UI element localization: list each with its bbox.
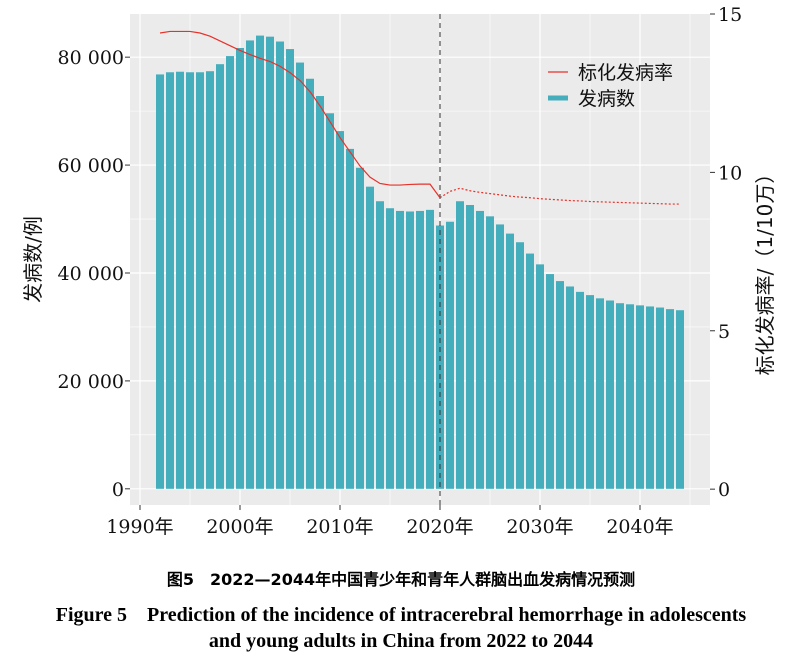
y-tick-label: 40 000 bbox=[58, 263, 124, 285]
incidence-bar bbox=[516, 242, 524, 489]
incidence-bar bbox=[156, 74, 164, 489]
incidence-bar bbox=[476, 210, 484, 489]
legend-rate-label: 标化发病率 bbox=[578, 62, 673, 84]
rate-line-observed bbox=[159, 30, 441, 199]
incidence-bar bbox=[206, 71, 214, 489]
incidence-bar bbox=[186, 72, 194, 489]
x-tick-label: 2020年 bbox=[406, 516, 473, 538]
legend-incidence-label: 发病数 bbox=[578, 88, 635, 110]
incidence-bar bbox=[566, 286, 574, 489]
incidence-bar bbox=[676, 310, 684, 489]
incidence-bar bbox=[526, 253, 534, 489]
y2-tick-label: 0 bbox=[718, 479, 730, 501]
y2-tick-label: 15 bbox=[718, 4, 742, 26]
y-axis-right: 0 5 10 15 bbox=[710, 4, 742, 501]
incidence-bar bbox=[166, 72, 174, 489]
incidence-bar bbox=[196, 72, 204, 489]
incidence-bar bbox=[286, 49, 294, 489]
incidence-bar bbox=[576, 291, 584, 489]
x-axis: 1990年 2000年 2010年 2020年 2030年 2040年 bbox=[106, 505, 674, 538]
incidence-bar bbox=[656, 307, 664, 489]
incidence-bar bbox=[216, 64, 224, 489]
rate-line-group bbox=[159, 30, 680, 205]
y-tick-label: 80 000 bbox=[58, 47, 124, 69]
incidence-bar bbox=[356, 167, 364, 489]
y-axis-left-title: 发病数/例 bbox=[21, 216, 45, 303]
incidence-bar bbox=[336, 131, 344, 489]
incidence-bar bbox=[666, 309, 674, 489]
legend: 标化发病率 发病数 bbox=[548, 62, 673, 110]
incidence-bars bbox=[156, 35, 684, 489]
incidence-bar bbox=[496, 224, 504, 489]
x-tick-label: 1990年 bbox=[106, 516, 173, 538]
y2-tick-label: 10 bbox=[718, 162, 742, 184]
incidence-bar bbox=[316, 96, 324, 489]
incidence-bar bbox=[276, 41, 284, 489]
y2-tick-label: 5 bbox=[718, 321, 730, 343]
incidence-bar bbox=[546, 274, 554, 489]
incidence-chart: 1990年 2000年 2010年 2020年 2030年 2040年 0 20 000 40… bbox=[21, 4, 777, 538]
y-axis-right-title: 标化发病率/（1/10万） bbox=[753, 164, 777, 376]
incidence-bar bbox=[266, 36, 274, 489]
incidence-bar bbox=[456, 201, 464, 489]
incidence-bar bbox=[396, 210, 404, 489]
incidence-bar bbox=[366, 186, 374, 489]
incidence-bar bbox=[616, 303, 624, 489]
incidence-bar bbox=[446, 221, 454, 489]
incidence-bar bbox=[256, 35, 264, 489]
incidence-bar bbox=[386, 208, 394, 489]
incidence-bar bbox=[226, 56, 234, 489]
y-axis-left: 0 20 000 40 000 60 000 80 000 bbox=[58, 47, 130, 501]
incidence-bar bbox=[486, 216, 494, 489]
x-tick-label: 2000年 bbox=[206, 516, 273, 538]
x-tick-label: 2030年 bbox=[506, 516, 573, 538]
incidence-bar bbox=[636, 305, 644, 489]
incidence-bar bbox=[416, 210, 424, 489]
y-tick-label: 0 bbox=[112, 479, 124, 501]
incidence-bar bbox=[246, 40, 254, 489]
incidence-bar bbox=[376, 201, 384, 489]
incidence-bar bbox=[586, 295, 594, 489]
x-tick-label: 2040年 bbox=[606, 516, 673, 538]
incidence-bar bbox=[556, 281, 564, 489]
incidence-bar bbox=[426, 209, 434, 489]
incidence-bar bbox=[176, 71, 184, 489]
incidence-bar bbox=[236, 47, 244, 489]
figure-caption-chinese: 图5 2022—2044年中国青少年和青年人群脑出血发病情况预测 bbox=[166, 570, 636, 589]
incidence-bar bbox=[596, 298, 604, 489]
incidence-bar bbox=[646, 306, 654, 489]
figure-caption-english-line1: Figure 5 Prediction of the incidence of … bbox=[55, 604, 747, 626]
incidence-bar bbox=[606, 300, 614, 489]
incidence-bar bbox=[506, 233, 514, 489]
incidence-bar bbox=[346, 148, 354, 489]
incidence-bar bbox=[406, 211, 414, 489]
x-tick-label: 2010年 bbox=[306, 516, 373, 538]
y-tick-label: 60 000 bbox=[58, 155, 124, 177]
incidence-bar bbox=[536, 264, 544, 489]
figure-caption-english-line2: and young adults in China from 2022 to 2… bbox=[208, 630, 594, 652]
incidence-bar bbox=[296, 62, 304, 489]
incidence-bar bbox=[466, 205, 474, 489]
incidence-bar bbox=[626, 304, 634, 489]
incidence-bar bbox=[306, 78, 314, 489]
incidence-bar bbox=[326, 113, 334, 489]
y-tick-label: 20 000 bbox=[58, 371, 124, 393]
